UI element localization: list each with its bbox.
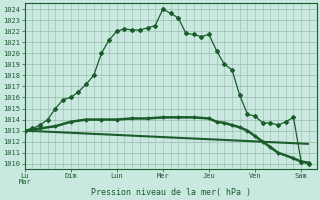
X-axis label: Pression niveau de la mer( hPa ): Pression niveau de la mer( hPa ) (91, 188, 251, 197)
